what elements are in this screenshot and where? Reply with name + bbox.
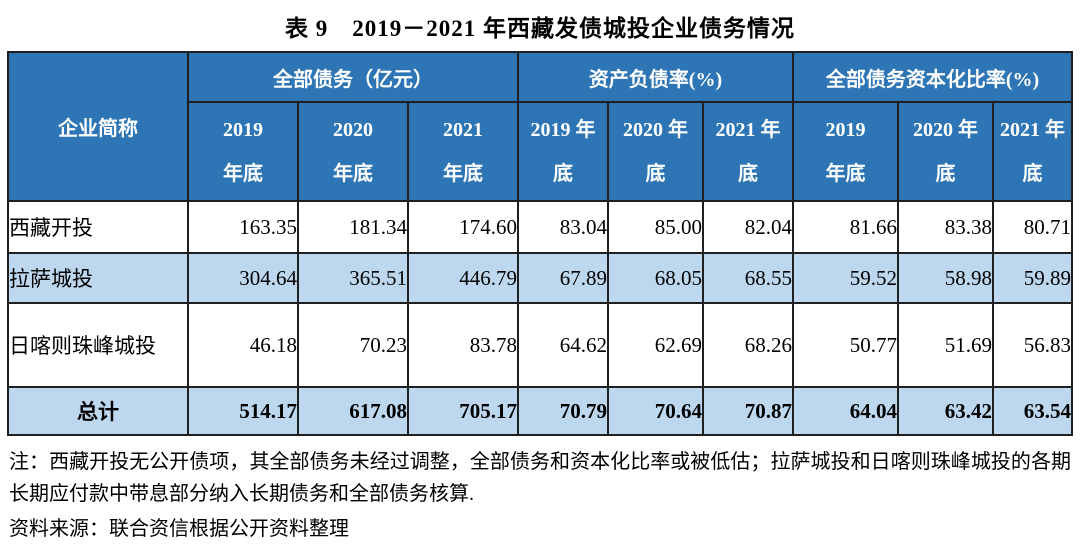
- value-cell: 51.69: [896, 302, 994, 388]
- col-header-ratio-2021: 2021 年 底: [701, 101, 794, 202]
- value-cell: 705.17: [406, 386, 519, 436]
- total-label: 总计: [6, 386, 189, 436]
- group-header-asset-liability-ratio: 资产负债率(%): [516, 51, 794, 103]
- value-cell: 56.83: [991, 302, 1074, 388]
- col-header-cap-2021: 2021 年 底: [991, 101, 1074, 202]
- value-cell: 67.89: [516, 252, 609, 304]
- value-cell: 64.04: [791, 386, 899, 436]
- table-row-rikaze-zhufeng: 日喀则珠峰城投 46.18 70.23 83.78 64.62 62.69 68…: [6, 302, 1074, 388]
- value-cell: 68.05: [606, 252, 704, 304]
- value-cell: 70.64: [606, 386, 704, 436]
- value-cell: 62.69: [606, 302, 704, 388]
- value-cell: 83.78: [406, 302, 519, 388]
- value-cell: 46.18: [186, 302, 299, 388]
- company-name: 日喀则珠峰城投: [6, 302, 189, 388]
- value-cell: 83.04: [516, 200, 609, 254]
- col-header-ratio-2019: 2019 年 底: [516, 101, 609, 202]
- data-source: 资料来源：联合资信根据公开资料整理: [9, 518, 349, 540]
- table-note: 注：西藏开投无公开债项，其全部债务未经过调整，全部债务和资本化比率或被低估；拉萨…: [9, 451, 1071, 505]
- value-cell: 63.42: [896, 386, 994, 436]
- value-cell: 85.00: [606, 200, 704, 254]
- company-name: 西藏开投: [6, 200, 189, 254]
- value-cell: 181.34: [296, 200, 409, 254]
- col-header-debt-2020: 2020 年底: [296, 101, 409, 202]
- value-cell: 64.62: [516, 302, 609, 388]
- value-cell: 174.60: [406, 200, 519, 254]
- col-header-debt-2019: 2019 年底: [186, 101, 299, 202]
- value-cell: 63.54: [991, 386, 1074, 436]
- company-name: 拉萨城投: [6, 252, 189, 304]
- value-cell: 68.26: [701, 302, 794, 388]
- value-cell: 58.98: [896, 252, 994, 304]
- value-cell: 68.55: [701, 252, 794, 304]
- page-title: 表 9 2019－2021 年西藏发债城投企业债务情况: [285, 16, 795, 41]
- value-cell: 70.79: [516, 386, 609, 436]
- debt-table: 企业简称 全部债务（亿元） 资产负债率(%) 全部债务资本化比率(%) 2019…: [6, 51, 1074, 436]
- value-cell: 50.77: [791, 302, 899, 388]
- value-cell: 163.35: [186, 200, 299, 254]
- year-header-row: 2019 年底 2020 年底 2021 年底 2019 年 底 2020 年 …: [8, 101, 1074, 202]
- group-header-capitalization-ratio: 全部债务资本化比率(%): [791, 51, 1074, 103]
- table-row-lasa-chengtou: 拉萨城投 304.64 365.51 446.79 67.89 68.05 68…: [6, 252, 1074, 304]
- table-row-xizang-kaitou: 西藏开投 163.35 181.34 174.60 83.04 85.00 82…: [6, 200, 1074, 254]
- col-header-debt-2021: 2021 年底: [406, 101, 519, 202]
- value-cell: 617.08: [296, 386, 409, 436]
- value-cell: 81.66: [791, 200, 899, 254]
- value-cell: 59.52: [791, 252, 899, 304]
- value-cell: 70.23: [296, 302, 409, 388]
- col-header-company: 企业简称: [6, 51, 189, 202]
- value-cell: 365.51: [296, 252, 409, 304]
- col-header-ratio-2020: 2020 年 底: [606, 101, 704, 202]
- table-row-total: 总计 514.17 617.08 705.17 70.79 70.64 70.8…: [6, 386, 1074, 436]
- value-cell: 59.89: [991, 252, 1074, 304]
- group-header-total-debt: 全部债务（亿元）: [186, 51, 519, 103]
- value-cell: 80.71: [991, 200, 1074, 254]
- value-cell: 70.87: [701, 386, 794, 436]
- group-header-row: 企业简称 全部债务（亿元） 资产负债率(%) 全部债务资本化比率(%): [6, 51, 1074, 202]
- value-cell: 304.64: [186, 252, 299, 304]
- value-cell: 446.79: [406, 252, 519, 304]
- value-cell: 514.17: [186, 386, 299, 436]
- value-cell: 83.38: [896, 200, 994, 254]
- value-cell: 82.04: [701, 200, 794, 254]
- col-header-cap-2020: 2020 年 底: [896, 101, 994, 202]
- col-header-cap-2019: 2019 年底: [791, 101, 899, 202]
